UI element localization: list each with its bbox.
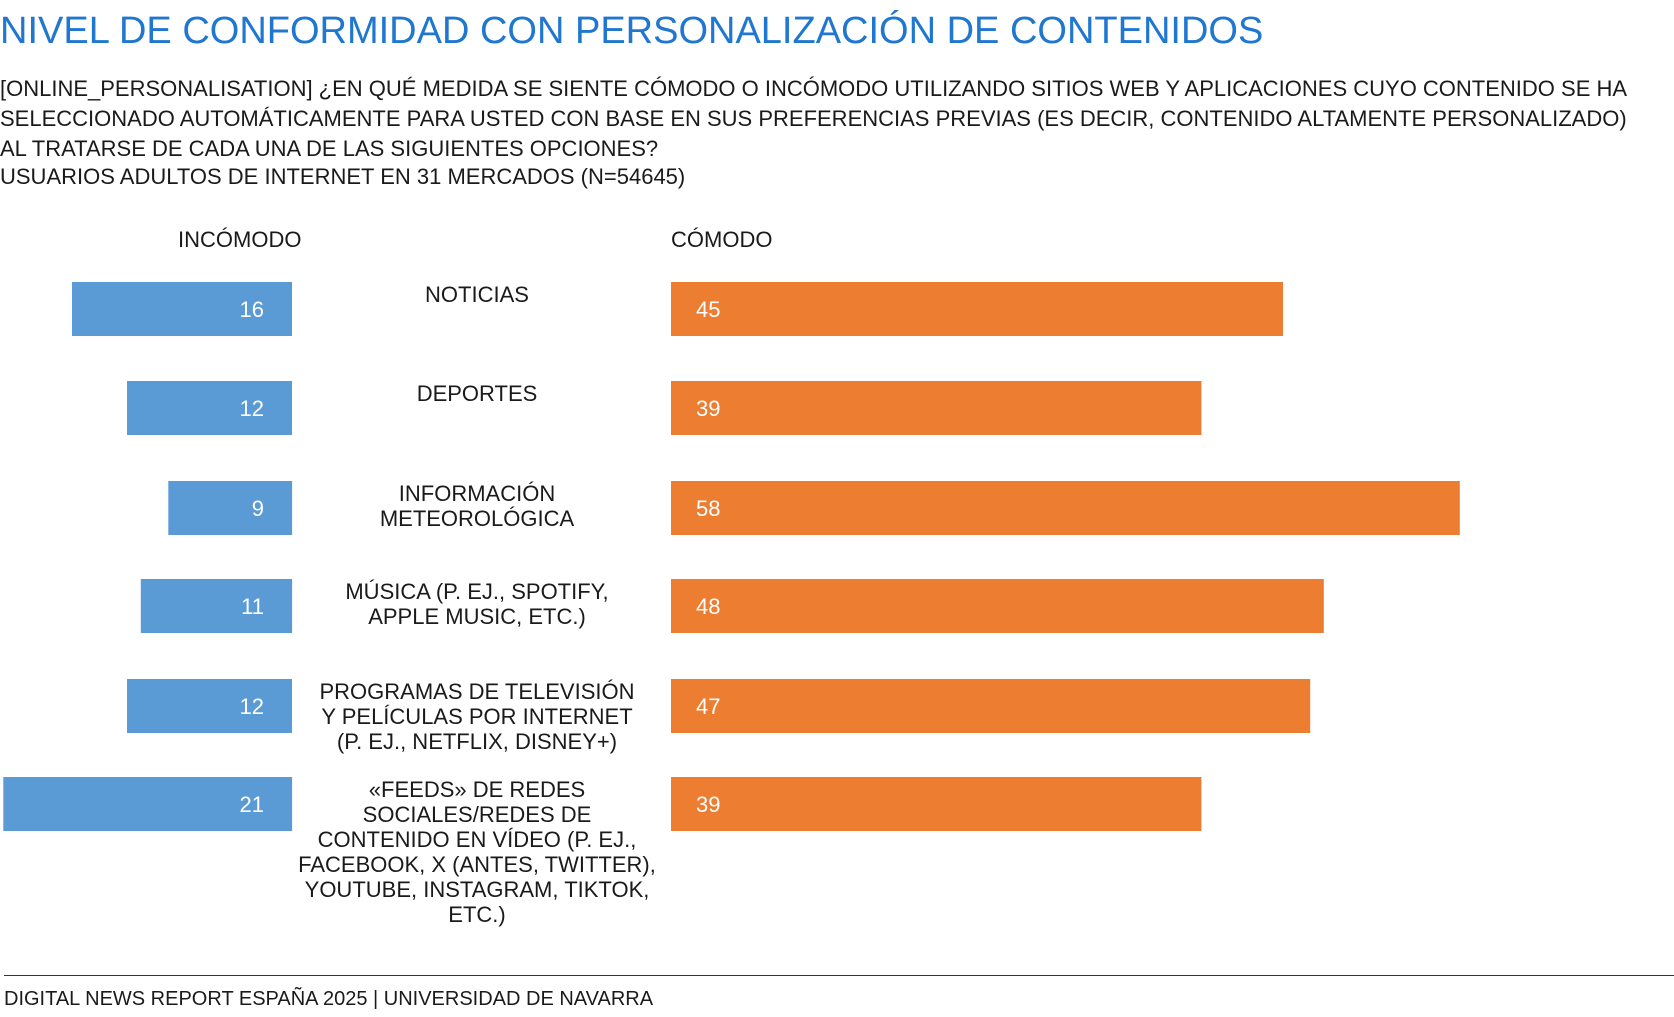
category-label-line: APPLE MUSIC, ETC.)	[368, 604, 586, 629]
bar-value-label-comodo: 47	[696, 694, 720, 719]
bar-value-label-incomodo: 9	[252, 496, 264, 521]
bar-comodo	[671, 282, 1283, 336]
category-labels: NOTICIAS DEPORTES INFORMACIÓN METEOROLÓGICA…	[298, 282, 656, 927]
category-label-line: NOTICIAS	[425, 282, 529, 307]
category-label: «FEEDS» DE REDES SOCIALES/REDES DE CONTENI…	[298, 777, 656, 927]
sample-description: USUARIOS ADULTOS DE INTERNET EN 31 MERCA…	[0, 164, 686, 189]
bar-value-label-comodo: 39	[696, 792, 720, 817]
bar-incomodo	[3, 777, 293, 831]
comodo-bars: 45 39 58 48 47 39	[671, 282, 1460, 831]
category-label-line: INFORMACIÓN	[399, 481, 555, 506]
category-label: DEPORTES	[417, 381, 538, 406]
category-label-line: (P. EJ., NETFLIX, DISNEY+)	[337, 729, 617, 754]
bar-value-label-comodo: 45	[696, 297, 720, 322]
category-label-line: CONTENIDO EN VÍDEO (P. EJ.,	[318, 827, 637, 852]
category-label: MÚSICA (P. EJ., SPOTIFY, APPLE MUSIC, ETC…	[345, 579, 608, 629]
chart-title: NIVEL DE CONFORMIDAD CON PERSONALIZACIÓN…	[0, 10, 1264, 52]
footer-source: DIGITAL NEWS REPORT ESPAÑA 2025 | UNIVER…	[4, 988, 654, 1010]
bar-value-label-incomodo: 16	[240, 297, 264, 322]
category-label-line: «FEEDS» DE REDES	[369, 777, 585, 802]
category-label: PROGRAMAS DE TELEVISIÓN Y PELÍCULAS POR I…	[319, 679, 634, 754]
bar-incomodo	[72, 282, 292, 336]
category-label-line: Y PELÍCULAS POR INTERNET	[321, 704, 632, 729]
category-label-line: MÚSICA (P. EJ., SPOTIFY,	[345, 579, 608, 604]
category-label-line: DEPORTES	[417, 381, 538, 406]
category-label-line: FACEBOOK, X (ANTES, TWITTER),	[298, 852, 656, 877]
bar-incomodo	[168, 481, 293, 535]
footer-divider	[4, 975, 1674, 976]
column-header-incomodo: INCÓMODO	[178, 227, 302, 252]
bar-comodo	[671, 481, 1460, 535]
category-label: NOTICIAS	[425, 282, 529, 307]
bar-value-label-incomodo: 11	[241, 594, 264, 619]
category-label-line: METEOROLÓGICA	[380, 506, 575, 531]
bar-incomodo	[127, 381, 292, 435]
column-header-comodo: CÓMODO	[671, 227, 773, 252]
bar-comodo	[671, 381, 1202, 435]
bar-comodo	[671, 579, 1324, 633]
bar-value-label-comodo: 58	[696, 496, 720, 521]
bar-value-label-comodo: 48	[696, 594, 720, 619]
incomodo-bars: 16 12 9 11 12 21	[3, 282, 293, 831]
category-label-line: PROGRAMAS DE TELEVISIÓN	[319, 679, 634, 704]
bar-incomodo	[127, 679, 292, 733]
survey-question: [ONLINE_PERSONALISATION] ¿EN QUÉ MEDIDA …	[0, 76, 1627, 161]
bar-incomodo	[140, 579, 293, 633]
category-label: INFORMACIÓN METEOROLÓGICA	[380, 481, 575, 531]
bar-comodo	[671, 777, 1202, 831]
category-label-line: ETC.)	[448, 902, 505, 927]
bar-value-label-incomodo: 12	[240, 396, 264, 421]
bar-value-label-incomodo: 12	[240, 694, 264, 719]
category-label-line: SOCIALES/REDES DE	[363, 802, 592, 827]
bar-value-label-incomodo: 21	[240, 792, 264, 817]
category-label-line: YOUTUBE, INSTAGRAM, TIKTOK,	[305, 877, 650, 902]
bar-comodo	[671, 679, 1311, 733]
bar-value-label-comodo: 39	[696, 396, 720, 421]
